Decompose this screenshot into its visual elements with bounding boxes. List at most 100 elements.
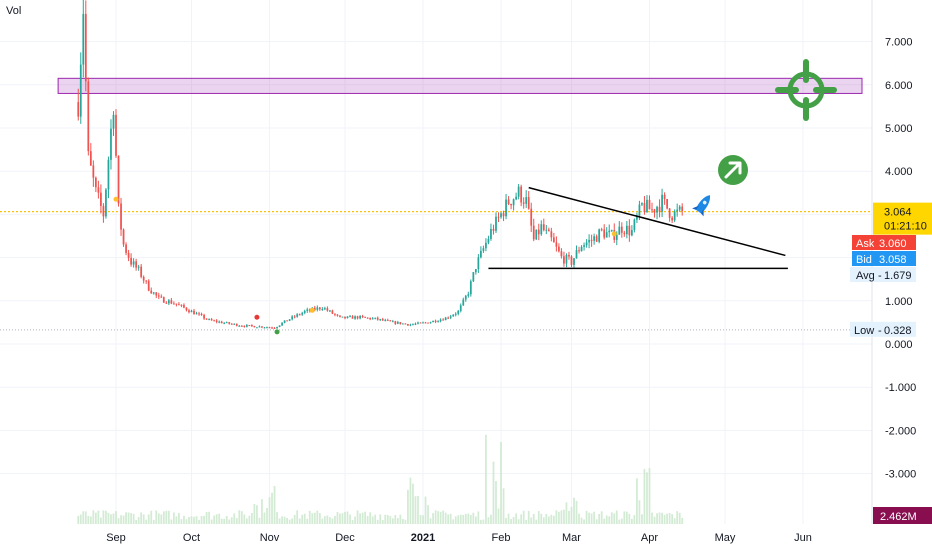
candle-body xyxy=(77,102,80,117)
candle-body xyxy=(321,309,324,311)
markers xyxy=(113,59,837,335)
candle-body xyxy=(389,320,392,322)
volume-bar xyxy=(225,515,228,524)
candle-body xyxy=(84,13,87,82)
candle-body xyxy=(293,316,296,318)
descending-trendline xyxy=(528,186,786,257)
volume-bar xyxy=(268,497,271,524)
candle-body xyxy=(359,316,361,319)
candle-body xyxy=(540,224,543,235)
volume-bar xyxy=(223,518,226,524)
volume-bar xyxy=(331,518,334,524)
candle-body xyxy=(646,199,648,213)
volume-bar xyxy=(210,519,213,524)
volume-bar xyxy=(575,500,578,524)
volume-bar xyxy=(115,511,117,524)
volume-bar xyxy=(157,513,160,524)
y-tick-label: -3.000 xyxy=(885,469,916,481)
candle-body xyxy=(427,322,429,324)
candle-body xyxy=(306,309,309,311)
volume-bar xyxy=(140,512,143,524)
x-tick-label: Dec xyxy=(335,532,355,544)
volume-bar xyxy=(361,512,364,524)
candle-body xyxy=(258,326,261,328)
volume-bar xyxy=(628,513,631,524)
volume-bar xyxy=(89,516,92,524)
candle-body xyxy=(404,323,407,325)
volume-last-badge xyxy=(873,507,932,524)
trendlines[interactable] xyxy=(488,186,788,270)
candle-body xyxy=(92,165,95,178)
resistance-zone[interactable] xyxy=(57,77,863,94)
volume-bar xyxy=(162,511,165,524)
candle-body xyxy=(663,194,666,199)
candle-body xyxy=(615,234,618,240)
candle-body xyxy=(429,322,432,324)
candle-body xyxy=(233,323,236,325)
volume-bar xyxy=(585,510,588,524)
candle-body xyxy=(381,319,384,321)
candle-body xyxy=(474,269,477,273)
candle-body xyxy=(273,327,276,329)
candle-body xyxy=(122,229,125,245)
volume-bar xyxy=(487,517,490,524)
candle-body xyxy=(147,280,150,291)
candle-body xyxy=(132,261,135,265)
candle-body xyxy=(251,325,253,327)
ask-value: 3.060 xyxy=(879,238,907,250)
volume-bar xyxy=(245,518,248,524)
volume-bar xyxy=(394,515,397,524)
volume-bar xyxy=(190,516,193,524)
volume-bar xyxy=(560,510,563,524)
volume-bar xyxy=(107,512,110,524)
volume-bar xyxy=(105,510,107,524)
volume-bar xyxy=(356,510,359,524)
candle-body xyxy=(517,186,520,197)
volume-bar xyxy=(625,511,628,524)
volume-bar xyxy=(666,513,668,524)
candle-body xyxy=(152,292,155,294)
volume-bar xyxy=(648,468,651,524)
volume-bar xyxy=(145,519,148,524)
volume-bar xyxy=(349,514,351,524)
volume-bar xyxy=(77,515,80,524)
volume-bar xyxy=(404,519,407,524)
volume-bar xyxy=(142,514,145,524)
volume-bar xyxy=(344,511,346,524)
event-dot xyxy=(611,231,617,237)
candle-body xyxy=(472,272,475,282)
candle-body xyxy=(477,257,480,270)
candle-body xyxy=(145,280,148,282)
candle-body xyxy=(449,316,452,318)
candle-body xyxy=(248,325,251,327)
bar-countdown: 01:21:10 xyxy=(884,221,927,233)
candle-body xyxy=(623,232,626,235)
candle-body xyxy=(437,321,439,323)
candle-body xyxy=(671,217,674,221)
candle-body xyxy=(346,316,349,319)
volume-bar xyxy=(638,500,641,524)
volume-bar xyxy=(273,486,276,524)
candle-body xyxy=(281,322,283,326)
volume-bar xyxy=(150,510,153,524)
candle-body xyxy=(417,322,419,324)
ask-label: Ask xyxy=(856,238,875,250)
candle-body xyxy=(469,281,472,295)
volume-bar xyxy=(527,510,530,524)
volume-bar xyxy=(102,510,105,524)
candle-body xyxy=(120,203,122,230)
candle-body xyxy=(115,114,117,156)
candle-body xyxy=(178,304,180,306)
volume-bar xyxy=(522,510,525,524)
candle-body xyxy=(369,317,372,320)
candle-body xyxy=(261,326,263,328)
volume-bar xyxy=(547,516,550,524)
low-label: Low xyxy=(854,325,874,337)
candle-body xyxy=(407,323,409,326)
candle-body xyxy=(444,317,447,321)
candle-body xyxy=(223,322,226,324)
candle-body xyxy=(633,219,636,231)
candle-body xyxy=(625,225,628,235)
